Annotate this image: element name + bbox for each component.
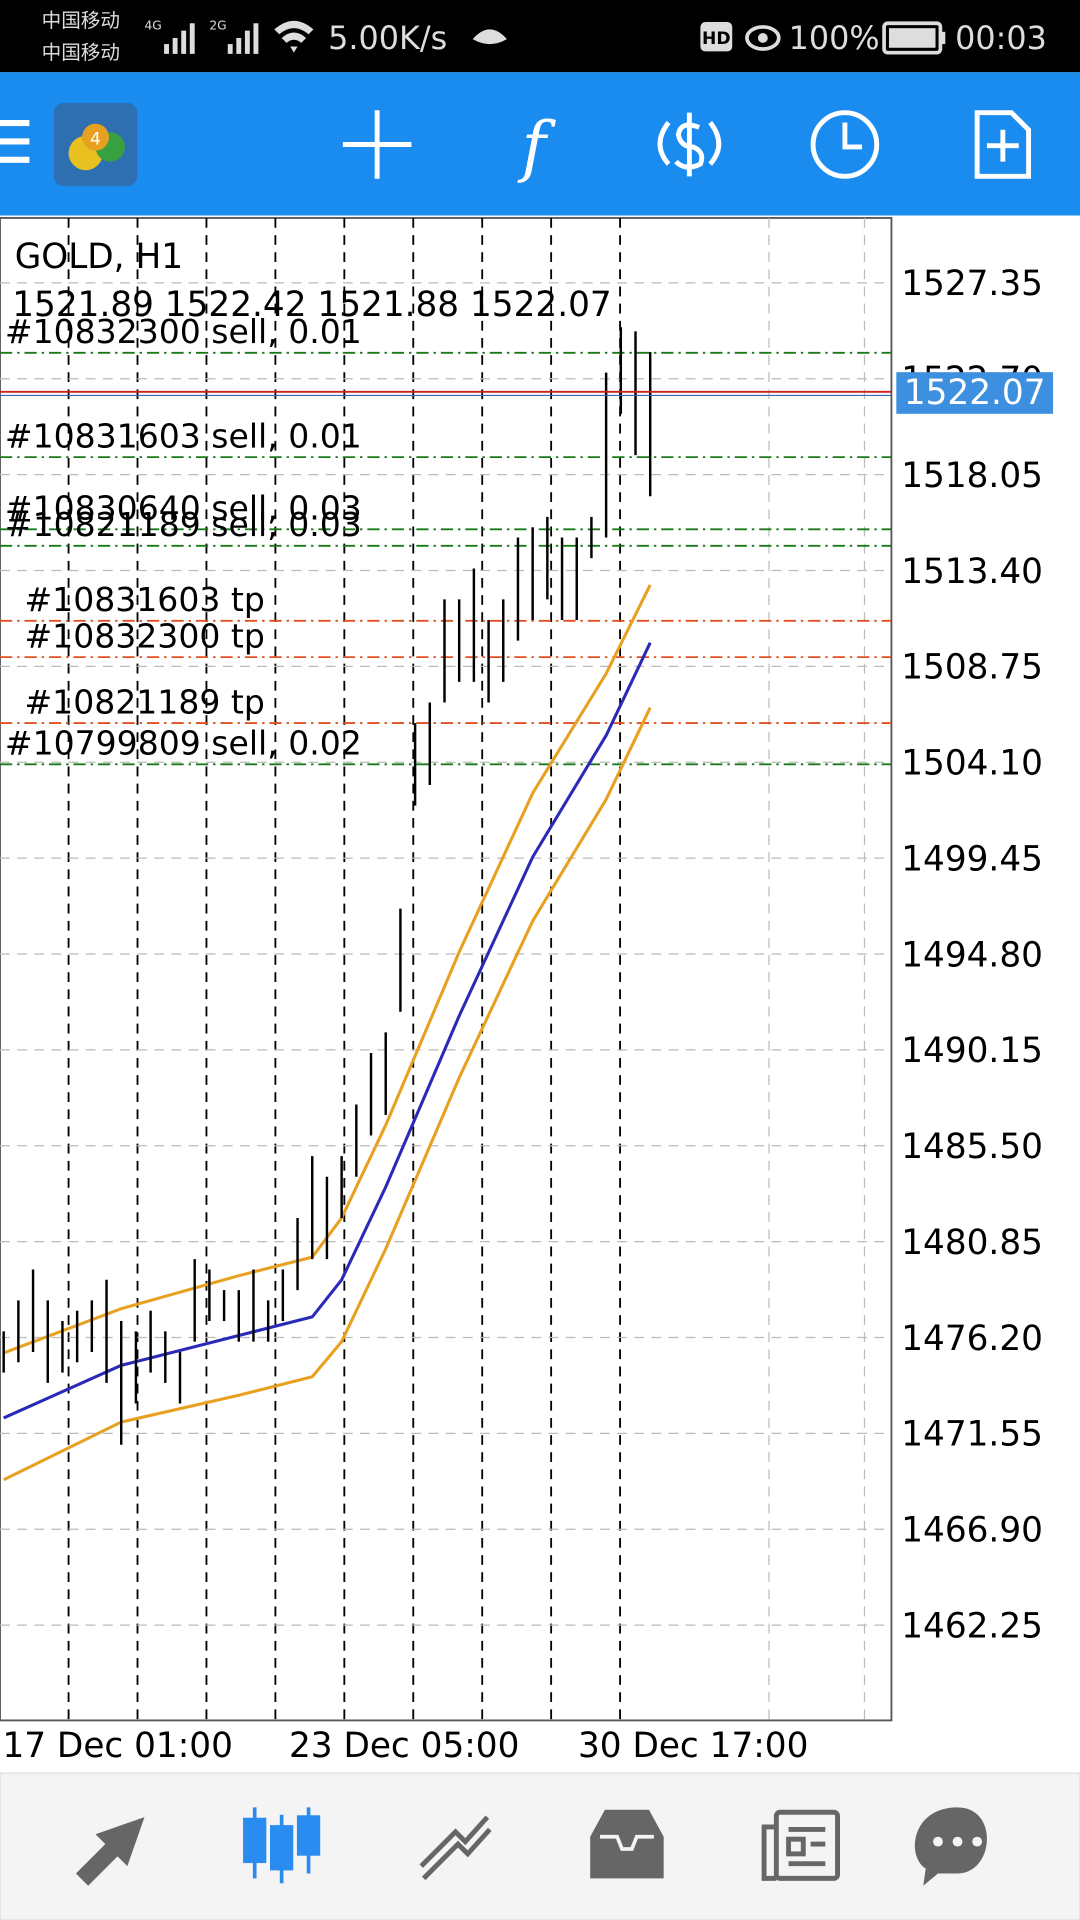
price-tick-label: 1508.75 — [901, 648, 1043, 688]
crosshair-button[interactable] — [342, 110, 412, 179]
date-label: 30 Dec 17:00 — [578, 1726, 808, 1766]
order-label: #10832300 sell, 0.01 — [5, 312, 362, 351]
chart — [0, 217, 893, 1722]
battery-icon — [882, 21, 946, 55]
price-tick-label: 1499.45 — [901, 839, 1043, 879]
carrier: 中国移动 — [42, 41, 120, 64]
news-tab[interactable] — [761, 1809, 840, 1881]
band-line — [3, 584, 652, 1355]
battery-percent: 100% — [789, 19, 880, 57]
order-label: #10821189 tp — [24, 682, 264, 721]
new-order-button[interactable] — [974, 110, 1032, 179]
svg-text:4: 4 — [90, 129, 101, 149]
bottom-nav — [0, 1772, 1080, 1920]
order-label: #10832300 tp — [24, 616, 264, 655]
price-tick-label: 1494.80 — [901, 935, 1043, 975]
date-label: 17 Dec 01:00 — [2, 1726, 232, 1766]
network-type: 2G — [209, 18, 226, 32]
clock: 00:03 — [955, 19, 1047, 57]
menu-button[interactable] — [0, 120, 30, 163]
price-tick-label: 1476.20 — [901, 1319, 1043, 1359]
net-speed: 5.00K/s — [328, 19, 447, 57]
toolbar — [0, 72, 1080, 216]
timeframe-button[interactable] — [810, 110, 880, 179]
price-tick-label: 1490.15 — [901, 1031, 1043, 1071]
price-tag-label: 1522.07 — [904, 373, 1046, 413]
order-label: #10831603 sell, 0.01 — [5, 416, 362, 455]
price-tick-label: 1466.90 — [901, 1511, 1043, 1551]
band-line — [3, 642, 652, 1420]
chart-tab[interactable] — [243, 1807, 321, 1884]
price-tick-label: 1485.50 — [901, 1127, 1043, 1167]
order-label: #10830640 sell, 0.03 — [5, 488, 362, 527]
hd-badge — [700, 22, 733, 52]
price-tick-label: 1480.85 — [901, 1223, 1043, 1263]
trade-tab[interactable] — [419, 1815, 492, 1881]
carrier: 中国移动 — [42, 9, 120, 32]
band-line — [2, 706, 652, 1482]
order-label: #10831603 tp — [24, 580, 264, 619]
trade-button[interactable] — [657, 112, 722, 177]
quotes-tab[interactable] — [75, 1817, 145, 1886]
price-tick-label: 1518.05 — [901, 456, 1043, 496]
order-label: #10821189 sell, 0.03 — [5, 505, 362, 544]
hd-text: HD — [702, 29, 731, 49]
price-tick-label: 1462.25 — [901, 1606, 1043, 1646]
symbol-label: GOLD, H1 — [15, 237, 183, 277]
price-tick-label: 1471.55 — [901, 1415, 1043, 1455]
ohlc-label: 1521.89 1522.42 1521.88 1522.07 — [12, 285, 611, 325]
eye-icon — [745, 25, 781, 51]
date-label: 23 Dec 05:00 — [289, 1726, 519, 1766]
price-tick-label: 1504.10 — [901, 744, 1043, 784]
price-tick-label: 1527.35 — [901, 264, 1043, 304]
app-icon[interactable]: 4 — [53, 102, 138, 187]
signal-icons — [164, 20, 314, 54]
order-label: #10799809 sell, 0.02 — [5, 724, 362, 763]
price-tag — [896, 372, 1054, 414]
chat-tab[interactable] — [914, 1807, 987, 1886]
price-tick-label: 1513.40 — [901, 552, 1043, 592]
brand-icon — [472, 29, 507, 45]
network-type: 4G — [144, 18, 161, 32]
plot-area — [0, 217, 893, 1722]
history-tab[interactable] — [590, 1809, 664, 1879]
